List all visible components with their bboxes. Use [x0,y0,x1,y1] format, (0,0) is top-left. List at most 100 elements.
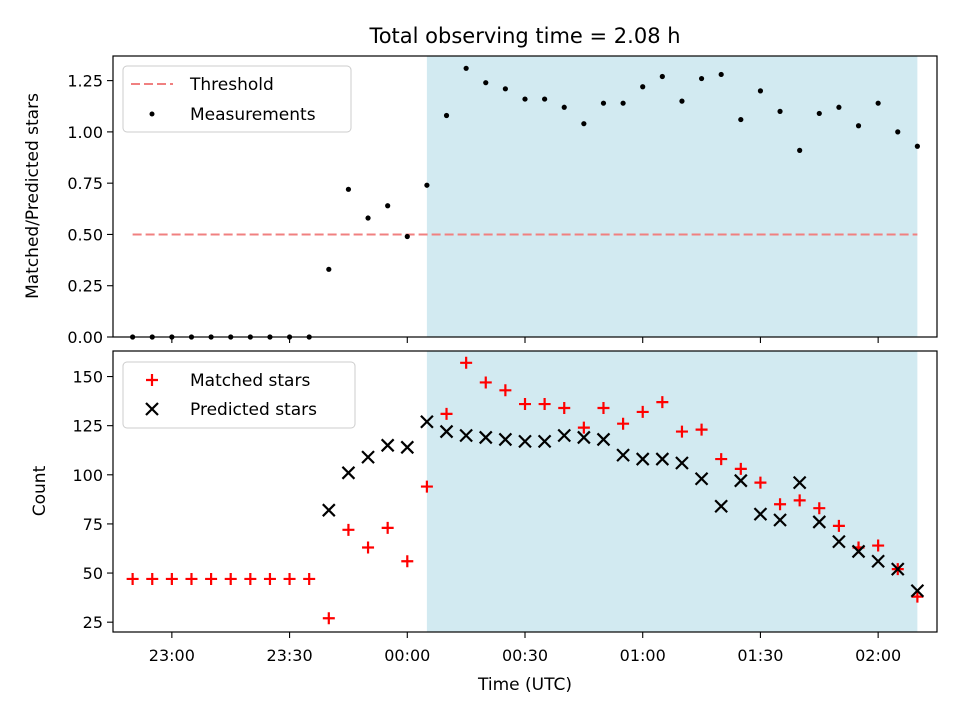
matched-star-point [146,572,159,585]
bottom-legend: Matched stars Predicted stars [122,361,356,429]
predicted-star-point [577,430,591,445]
matched-star-point [479,376,492,389]
top-x-tick-marks [171,337,879,343]
legend-predicted-label: Predicted stars [190,400,317,420]
top-y-axis-label: Matched/Predicted stars [23,93,43,299]
predicted-star-point [910,583,925,598]
matched-star-point [420,480,433,493]
measurement-point [581,121,587,127]
measurement-point [836,104,842,110]
predicted-star-point [753,507,768,521]
measurement-point [679,98,685,104]
measurement-point [640,84,646,90]
top-y-axis: 0.00 0.25 0.50 0.75 1.00 1.25 [67,72,113,347]
legend-measurements-swatch [149,111,155,117]
measurement-point [600,100,607,106]
top-legend-box [122,65,352,133]
matched-star-point [754,476,767,489]
observing-window-shade-top [426,56,918,337]
matched-star-point [597,401,610,414]
x-axis-label: Time (UTC) [477,675,572,695]
matched-star-point [460,356,473,369]
matched-star-point [519,398,531,411]
predicted-star-point [596,432,611,447]
predicted-star-point [773,513,787,527]
measurement-point [718,71,724,78]
measurement-point [698,75,705,82]
predicted-star-point [537,434,552,449]
x-tick-label: 23:30 [267,646,313,665]
measurement-point [738,116,744,123]
measurement-point [522,96,528,102]
matched-star-point [185,572,198,585]
measurement-point [659,73,665,80]
matched-star-point [832,519,845,532]
y-tick-label: 75 [83,515,103,534]
top-axes-frame [112,55,938,338]
y-tick-label: 0.50 [67,225,103,244]
matched-star-point [283,572,296,585]
y-tick-label: 50 [83,564,103,583]
bottom-y-axis-label: Count [30,465,50,516]
legend-matched-swatch [146,374,158,386]
x-tick-label: 23:00 [149,646,195,665]
measurement-point [797,147,803,153]
matched-star-point [362,541,375,554]
predicted-star-point [871,554,885,569]
predicted-star-point [812,515,827,529]
measurement-point [424,182,430,188]
predicted-star-point [459,428,473,443]
bottom-y-axis: 25 50 75 100 125 150 [72,368,113,632]
y-tick-label: 0.25 [67,277,103,296]
x-tick-label: 00:30 [502,646,548,665]
predicted-star-point [322,503,336,517]
matched-star-point [617,417,630,430]
predicted-star-point [341,466,356,480]
measurement-point [542,96,548,102]
bottom-axes-frame [112,350,938,633]
top-panel: 0.00 0.25 0.50 0.75 1.00 1.25 Matched/Predict… [23,55,938,347]
y-tick-label: 1.00 [67,123,103,142]
predicted-star-point [361,450,375,464]
predicted-star-point [518,434,532,449]
measurement-point [326,266,332,272]
predicted-star-point [675,456,689,470]
matched-star-point [872,539,885,552]
matched-star-point [675,425,688,438]
observing-window-shade-bottom [426,351,918,632]
measurement-point [620,100,626,106]
predicted-star-point [734,473,748,488]
measurement-point [855,123,862,129]
measurements-series [130,65,920,340]
bottom-panel: 25 50 75 100 125 150 23:00 23:30 00:00 00:30 01:0… [30,350,938,695]
measurement-point [777,108,783,114]
predicted-star-point [478,430,493,445]
matched-star-point [499,384,512,397]
matched-star-point [577,421,590,434]
x-tick-label: 01:30 [737,646,783,665]
predicted-star-point [890,562,905,576]
predicted-star-point [380,438,395,453]
measurement-point [561,104,567,110]
matched-star-point [695,423,708,436]
predicted-star-point [694,471,709,486]
predicted-star-point [420,414,434,429]
predicted-star-point [439,424,454,439]
predicted-star-point [498,432,513,447]
predicted-stars-series [322,414,925,598]
matched-star-point [440,407,453,420]
legend-predicted-swatch [145,402,159,416]
y-tick-label: 125 [72,417,103,436]
matched-star-point [734,462,747,475]
predicted-star-point [635,452,650,466]
matched-star-point [538,398,551,411]
x-tick-label: 00:00 [384,646,430,665]
measurement-point [757,88,764,94]
legend-matched-label: Matched stars [190,371,310,391]
matched-star-point [165,572,178,585]
matched-star-point [263,572,276,585]
matched-star-point [911,590,924,603]
predicted-star-point [655,452,670,466]
bottom-x-axis: 23:00 23:30 00:00 00:30 01:00 01:30 02:00 [149,632,901,665]
